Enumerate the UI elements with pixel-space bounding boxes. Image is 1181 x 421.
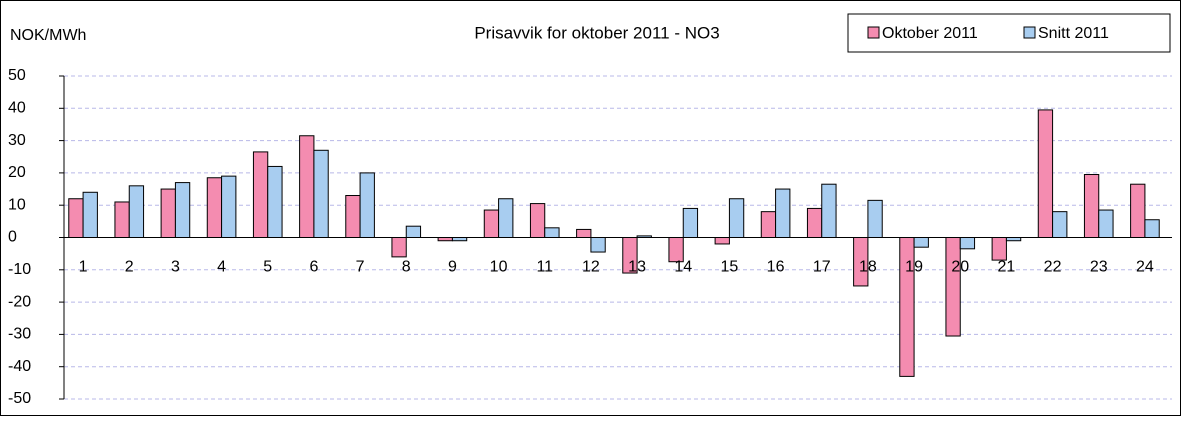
x-tick-label: 16	[767, 259, 785, 276]
bar	[959, 237, 976, 250]
bar	[622, 237, 638, 274]
y-tick-label: 20	[8, 164, 26, 181]
bar	[590, 237, 606, 253]
y-tick-label: 10	[8, 196, 26, 213]
bar	[267, 165, 283, 238]
bar	[760, 211, 777, 239]
bar	[544, 227, 560, 238]
y-tick-label: -10	[8, 261, 31, 278]
y-tick-label: -20	[8, 293, 31, 310]
bar	[174, 182, 191, 238]
legend-label: Oktober 2011	[882, 25, 978, 42]
bar	[913, 237, 929, 248]
chart-title: Prisavvik for oktober 2011 - NO3	[474, 23, 719, 42]
bar	[728, 198, 745, 239]
bar	[483, 209, 500, 238]
bar	[714, 237, 730, 245]
x-tick-label: 15	[721, 259, 739, 276]
bar	[1037, 109, 1054, 238]
x-tick-label: 18	[859, 259, 877, 276]
legend-swatch	[1023, 26, 1036, 39]
bar	[437, 237, 453, 242]
x-tick-label: 5	[263, 259, 272, 276]
x-tick-label: 11	[536, 259, 553, 276]
bar	[945, 237, 961, 337]
bar	[345, 195, 361, 238]
x-tick-label: 2	[125, 259, 134, 276]
bar	[775, 188, 791, 239]
bar	[636, 235, 652, 238]
bar	[1083, 174, 1100, 238]
y-tick-label: -50	[8, 390, 31, 407]
legend-swatch	[867, 26, 880, 39]
bar	[1130, 183, 1146, 238]
x-tick-label: 1	[79, 259, 88, 276]
x-tick-label: 4	[217, 259, 226, 276]
bar	[128, 185, 145, 239]
bar	[529, 203, 546, 239]
bar	[576, 228, 592, 239]
y-tick-label: 30	[8, 132, 26, 149]
y-tick-label: 0	[8, 229, 17, 246]
legend-box	[847, 13, 1171, 53]
y-tick-label: -40	[8, 358, 31, 375]
bar	[68, 198, 84, 239]
x-tick-label: 9	[448, 259, 457, 276]
x-tick-label: 3	[171, 259, 180, 276]
x-tick-label: 22	[1044, 259, 1062, 276]
bar	[867, 199, 883, 238]
x-tick-label: 20	[951, 259, 969, 276]
x-tick-label: 24	[1136, 259, 1154, 276]
bar	[991, 237, 1007, 261]
bar	[1144, 219, 1160, 238]
x-tick-label: 21	[998, 259, 1016, 276]
x-tick-label: 12	[582, 259, 600, 276]
bar	[114, 201, 130, 238]
y-tick-label: -30	[8, 326, 31, 343]
x-tick-label: 8	[402, 259, 411, 276]
bar	[405, 225, 422, 239]
bar	[806, 207, 823, 238]
bar	[221, 175, 237, 239]
bar	[1052, 211, 1068, 239]
y-tick-label: 40	[8, 100, 26, 117]
x-tick-label: 13	[628, 259, 646, 276]
y-tick-label: 50	[8, 67, 26, 84]
x-tick-label: 17	[813, 259, 831, 276]
bar	[252, 151, 269, 238]
bar	[821, 183, 837, 238]
bar	[451, 237, 468, 242]
bar	[498, 198, 514, 239]
bar	[160, 188, 176, 239]
bar	[1098, 209, 1114, 238]
x-tick-label: 6	[309, 259, 318, 276]
x-tick-label: 23	[1090, 259, 1108, 276]
bar	[853, 237, 869, 287]
x-tick-label: 10	[490, 259, 508, 276]
bar	[668, 237, 684, 263]
bar	[359, 172, 375, 238]
bar	[1005, 237, 1022, 242]
bar	[206, 177, 223, 238]
x-tick-label: 7	[356, 259, 365, 276]
bar	[82, 191, 98, 238]
bar	[682, 207, 699, 238]
x-tick-label: 19	[905, 259, 923, 276]
bar	[391, 237, 407, 258]
legend-label: Snitt 2011	[1038, 25, 1109, 42]
bar	[313, 149, 329, 238]
y-axis-label: NOK/MWh	[10, 27, 86, 44]
bar	[899, 237, 915, 377]
x-tick-label: 14	[674, 259, 692, 276]
bar	[299, 135, 315, 239]
